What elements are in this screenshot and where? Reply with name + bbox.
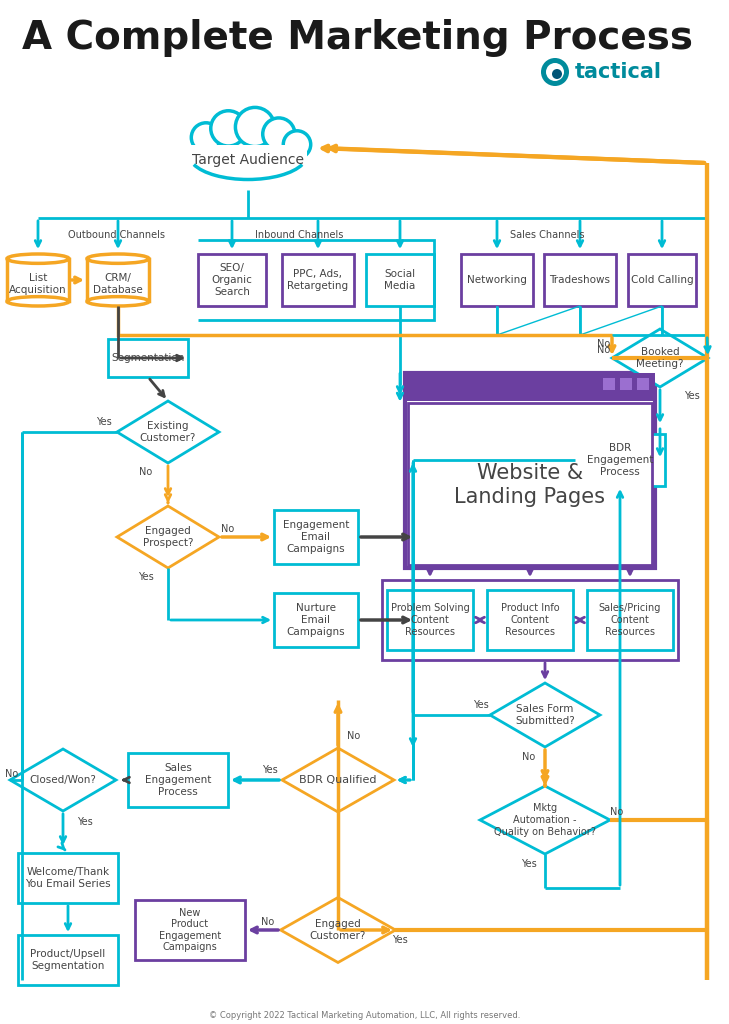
Text: Yes: Yes — [521, 859, 537, 869]
Text: Engaged
Prospect?: Engaged Prospect? — [143, 526, 193, 548]
Bar — [198, 254, 266, 306]
Text: Welcome/Thank
You Email Series: Welcome/Thank You Email Series — [26, 867, 111, 889]
Text: No: No — [262, 918, 275, 927]
Bar — [461, 254, 533, 306]
Text: Nurture
Email
Campaigns: Nurture Email Campaigns — [286, 603, 346, 637]
Circle shape — [191, 123, 221, 153]
Text: Closed/Won?: Closed/Won? — [30, 775, 96, 785]
Circle shape — [262, 118, 295, 151]
Bar — [135, 900, 245, 961]
Text: Tradeshows: Tradeshows — [550, 275, 610, 285]
Circle shape — [211, 111, 246, 146]
Text: Target Audience: Target Audience — [192, 153, 304, 167]
Text: Yes: Yes — [684, 391, 700, 401]
Ellipse shape — [87, 297, 149, 306]
Ellipse shape — [7, 254, 69, 263]
Text: Engagement
Email
Campaigns: Engagement Email Campaigns — [283, 520, 349, 554]
Text: Sales
Engagement
Process: Sales Engagement Process — [145, 764, 211, 797]
Text: Segmentation: Segmentation — [112, 353, 184, 362]
Bar — [544, 254, 616, 306]
Polygon shape — [117, 506, 219, 568]
Text: Mktg
Automation -
Quality on Behavior?: Mktg Automation - Quality on Behavior? — [494, 804, 596, 837]
Text: No: No — [597, 339, 611, 349]
Text: Yes: Yes — [77, 817, 93, 827]
Bar — [408, 402, 652, 564]
Ellipse shape — [87, 254, 149, 263]
Bar — [620, 378, 632, 389]
Text: SEO/
Organic
Search: SEO/ Organic Search — [211, 263, 252, 297]
Text: Sales/Pricing
Content
Resources: Sales/Pricing Content Resources — [599, 603, 661, 637]
Text: BDR Qualified: BDR Qualified — [299, 775, 377, 785]
Circle shape — [235, 108, 275, 146]
Text: No: No — [597, 345, 611, 355]
Bar — [405, 373, 655, 567]
Bar — [7, 259, 69, 301]
Text: Yes: Yes — [138, 572, 154, 582]
Text: Product/Upsell
Segmentation: Product/Upsell Segmentation — [31, 949, 106, 971]
Polygon shape — [480, 786, 610, 854]
Polygon shape — [612, 329, 708, 387]
Bar — [108, 339, 188, 377]
Text: Sales Form
Submitted?: Sales Form Submitted? — [515, 705, 575, 726]
Circle shape — [552, 69, 562, 79]
Text: Yes: Yes — [96, 417, 112, 427]
Bar — [128, 753, 228, 807]
Bar — [18, 935, 118, 985]
Text: Booked
Meeting?: Booked Meeting? — [636, 347, 684, 369]
Circle shape — [546, 63, 564, 81]
Bar — [405, 373, 655, 400]
Text: List
Acquisition: List Acquisition — [9, 273, 67, 295]
Polygon shape — [10, 749, 116, 811]
Text: No: No — [610, 807, 623, 817]
Polygon shape — [281, 897, 396, 963]
Text: Engaged
Customer?: Engaged Customer? — [310, 920, 366, 941]
Text: Yes: Yes — [262, 765, 278, 775]
Text: Cold Calling: Cold Calling — [631, 275, 693, 285]
Text: tactical: tactical — [575, 62, 662, 82]
Circle shape — [541, 58, 569, 86]
Text: New
Product
Engagement
Campaigns: New Product Engagement Campaigns — [159, 907, 221, 952]
Text: No: No — [222, 524, 235, 534]
Text: No: No — [523, 752, 536, 762]
Polygon shape — [282, 748, 394, 812]
Polygon shape — [117, 401, 219, 463]
Text: © Copyright 2022 Tactical Marketing Automation, LLC, All rights reserved.: © Copyright 2022 Tactical Marketing Auto… — [208, 1012, 521, 1021]
Bar — [274, 593, 358, 647]
Bar — [87, 259, 149, 301]
Text: No: No — [139, 467, 152, 477]
Bar — [190, 144, 307, 183]
Bar — [382, 580, 678, 660]
Text: A Complete Marketing Process: A Complete Marketing Process — [22, 19, 693, 57]
Text: Sales Channels: Sales Channels — [510, 230, 585, 240]
Bar — [387, 590, 473, 650]
Text: Website &
Landing Pages: Website & Landing Pages — [454, 464, 606, 507]
Text: BDR
Engagement
Process: BDR Engagement Process — [587, 443, 653, 476]
Text: Existing
Customer?: Existing Customer? — [140, 421, 196, 442]
Text: Networking: Networking — [467, 275, 527, 285]
Text: Inbound Channels: Inbound Channels — [255, 230, 343, 240]
Bar — [18, 853, 118, 903]
Ellipse shape — [7, 297, 69, 306]
Bar — [587, 590, 673, 650]
Text: No: No — [348, 731, 361, 741]
Bar — [282, 254, 354, 306]
Bar — [274, 510, 358, 564]
Text: Problem Solving
Content
Resources: Problem Solving Content Resources — [391, 603, 469, 637]
Polygon shape — [490, 683, 600, 746]
Text: Product Info
Content
Resources: Product Info Content Resources — [501, 603, 559, 637]
Text: PPC, Ads,
Retargeting: PPC, Ads, Retargeting — [287, 269, 348, 291]
Text: No: No — [5, 769, 19, 779]
Text: Social
Media: Social Media — [384, 269, 416, 291]
Bar — [628, 254, 696, 306]
Bar — [487, 590, 573, 650]
Circle shape — [284, 131, 311, 159]
Bar — [575, 434, 665, 486]
Text: Yes: Yes — [473, 700, 489, 710]
Bar — [366, 254, 434, 306]
Text: Outbound Channels: Outbound Channels — [68, 230, 165, 240]
Bar — [603, 378, 615, 389]
Bar — [637, 378, 649, 389]
Text: CRM/
Database: CRM/ Database — [93, 273, 143, 295]
Text: Yes: Yes — [392, 935, 408, 945]
